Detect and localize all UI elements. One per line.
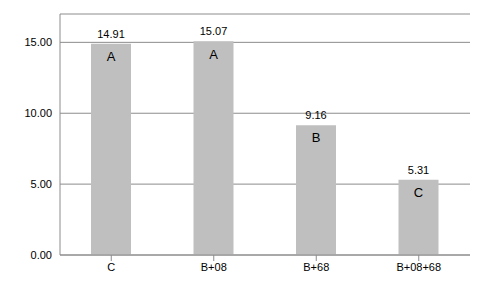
svg-text:14.91: 14.91 (97, 28, 125, 40)
svg-text:C: C (107, 261, 115, 273)
svg-text:15.07: 15.07 (200, 25, 228, 37)
svg-text:10.00: 10.00 (24, 107, 52, 119)
svg-text:15.00: 15.00 (24, 36, 52, 48)
svg-text:A: A (107, 49, 116, 64)
svg-text:5.00: 5.00 (31, 178, 52, 190)
svg-text:B: B (312, 130, 321, 145)
svg-text:B+08: B+08 (201, 261, 227, 273)
svg-text:A: A (209, 47, 218, 62)
svg-text:B+08+68: B+08+68 (396, 261, 441, 273)
svg-text:B+68: B+68 (303, 261, 329, 273)
svg-text:C: C (414, 185, 423, 200)
svg-text:0.00: 0.00 (31, 249, 52, 261)
svg-text:5.31: 5.31 (408, 164, 429, 176)
svg-text:9.16: 9.16 (305, 109, 326, 121)
